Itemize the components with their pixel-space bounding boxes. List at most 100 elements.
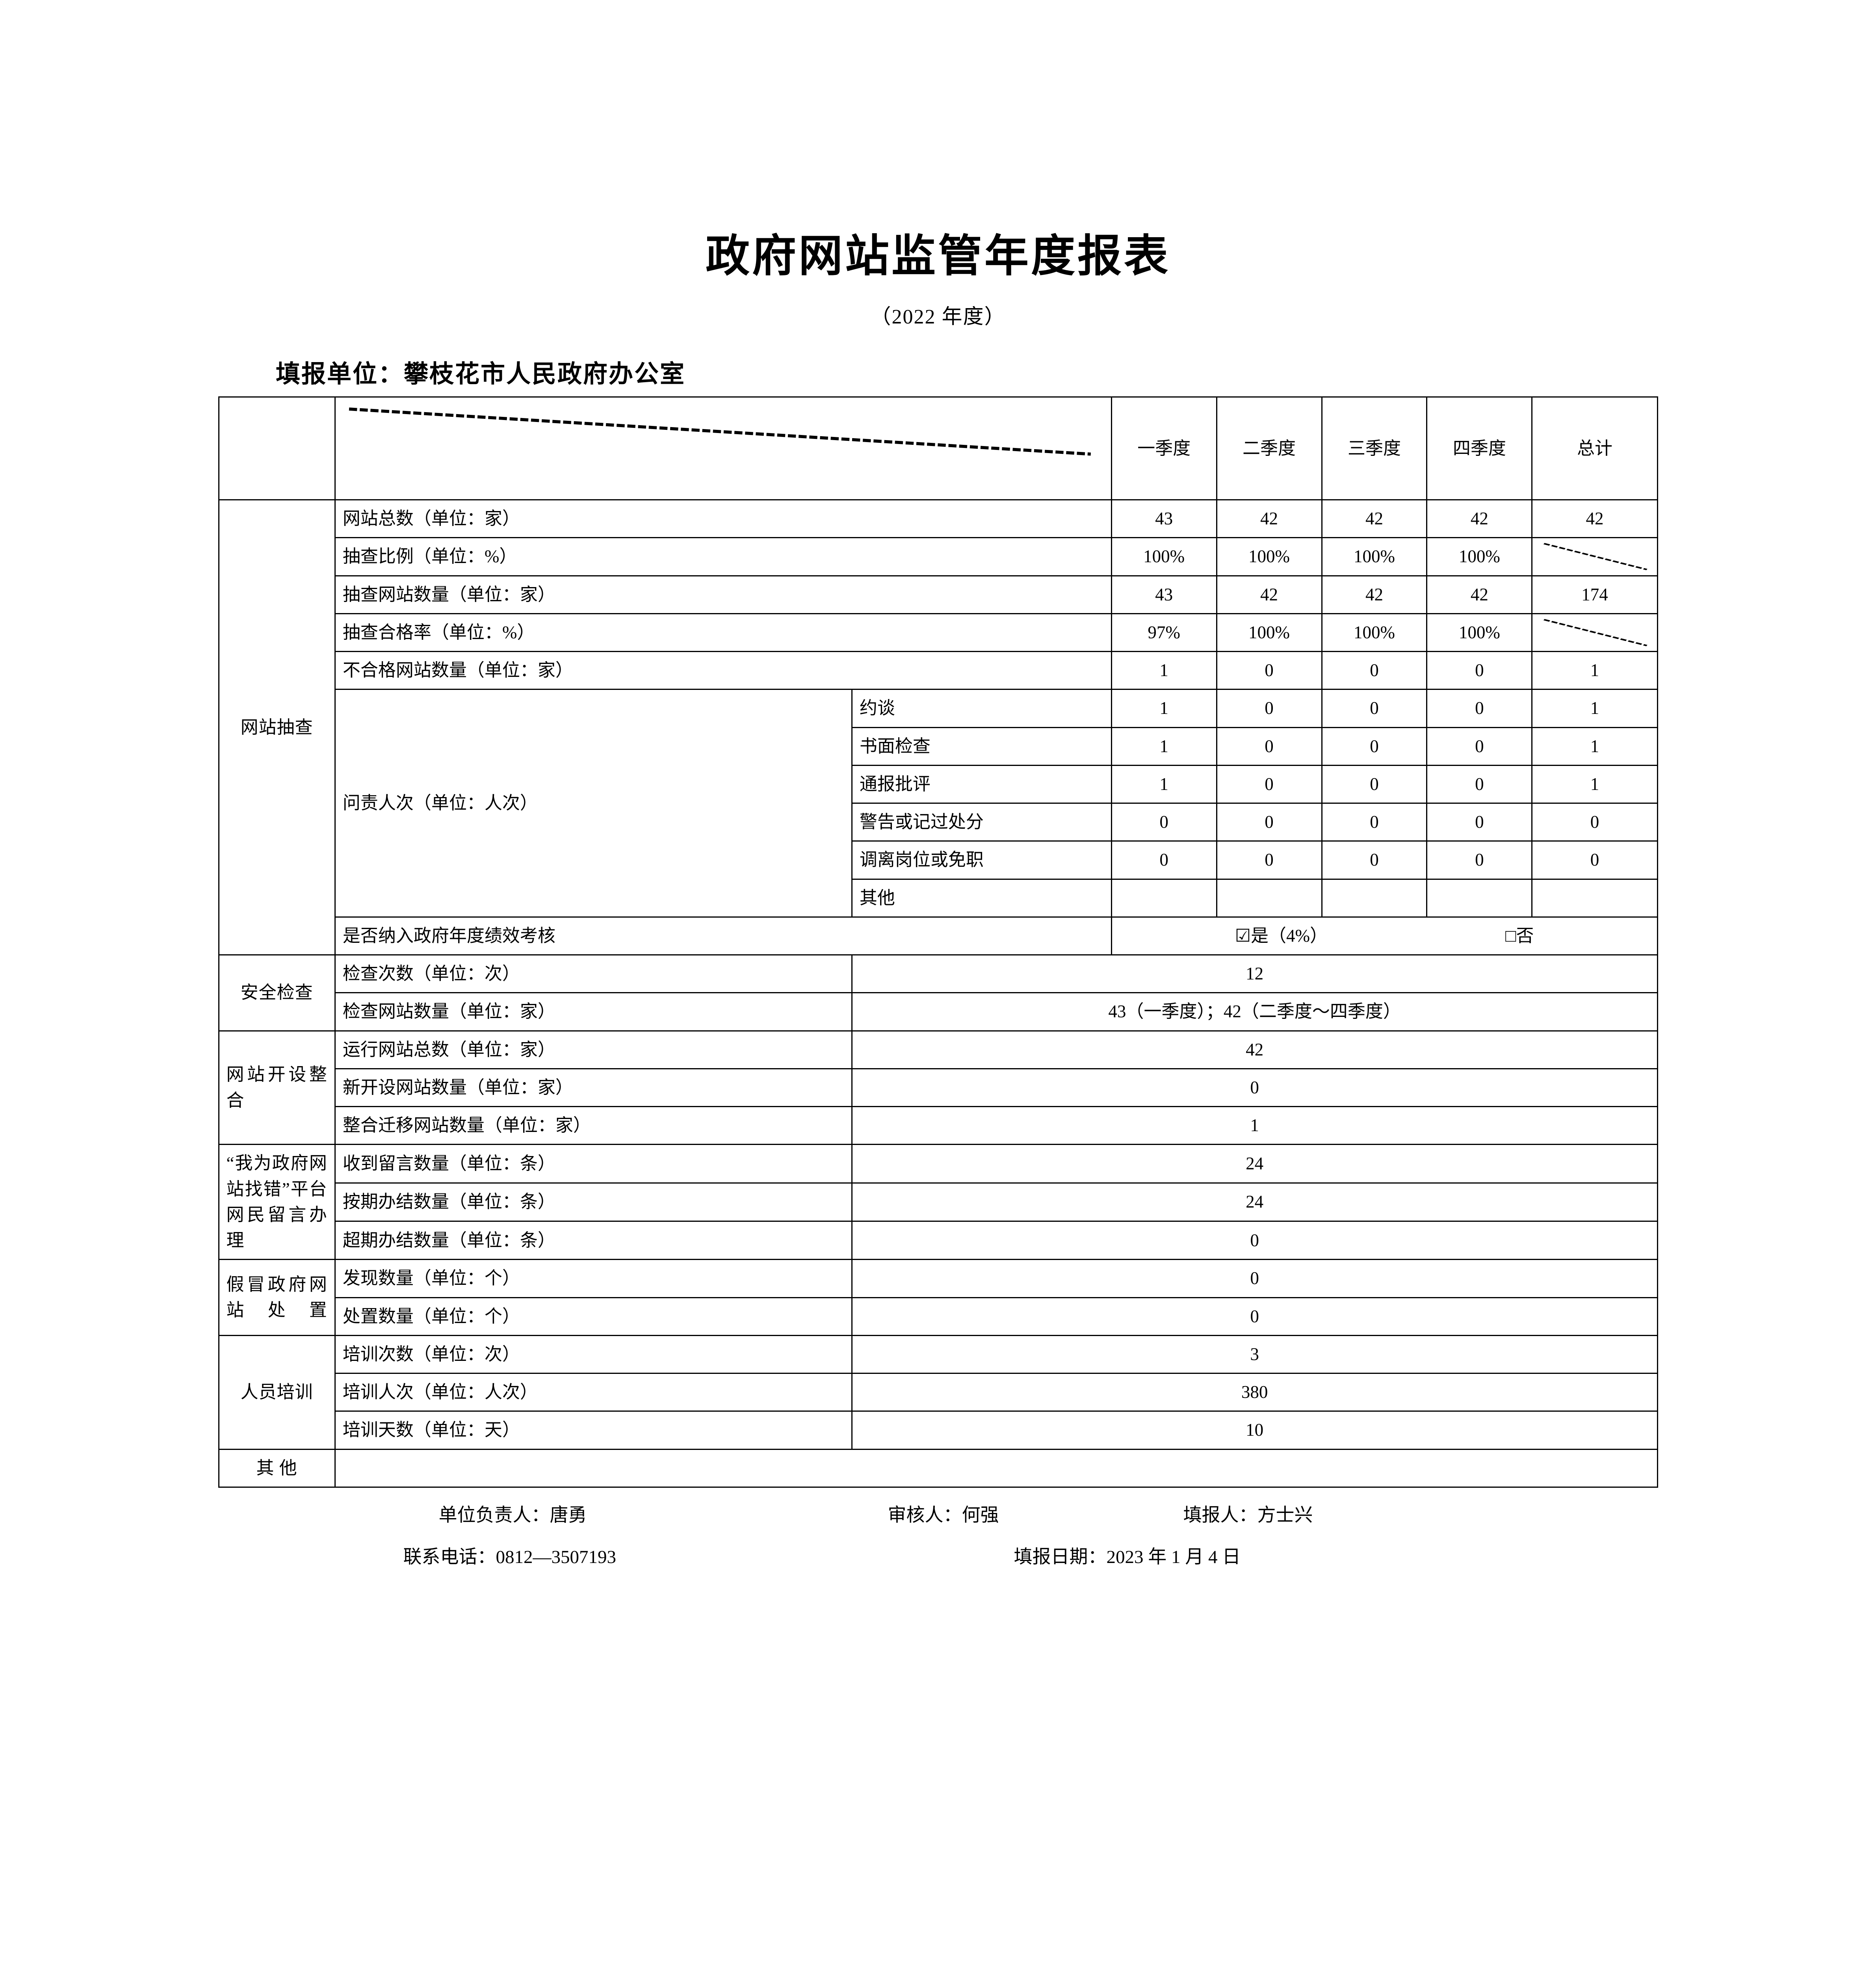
cell-value: 0 bbox=[851, 1259, 1658, 1298]
table-row: 调离岗位或免职 0 0 0 0 0 bbox=[219, 840, 1658, 880]
cell-q2: 100% bbox=[1216, 537, 1322, 576]
checkbox-yes[interactable]: ☑是（4%） bbox=[1235, 926, 1328, 946]
row-label: 培训人次（单位：人次） bbox=[334, 1373, 853, 1412]
row-label: 收到留言数量（单位：条） bbox=[334, 1144, 853, 1184]
cell-total-not-applicable bbox=[1531, 613, 1658, 652]
row-label: 运行网站总数（单位：家） bbox=[334, 1030, 853, 1069]
row-label: 检查网站数量（单位：家） bbox=[334, 992, 853, 1031]
cell-q3: 0 bbox=[1321, 764, 1428, 804]
cell-q4: 100% bbox=[1426, 613, 1533, 652]
group-label-feedback: “我为政府网站找错”平台网民留言办理 bbox=[218, 1144, 336, 1260]
group-label-sampling: 网站抽查 bbox=[218, 499, 336, 956]
supervision-report-table: 一季度 二季度 三季度 四季度 总计 网站抽查 网站总数（单位：家） 43 42… bbox=[218, 396, 1658, 1488]
group-label-training: 人员培训 bbox=[218, 1334, 336, 1450]
cell-total: 1 bbox=[1531, 651, 1658, 690]
performance-options: ☑是（4%） □否 bbox=[1111, 916, 1658, 956]
reporting-unit-label: 填报单位：攀枝花市人民政府办公室 bbox=[276, 361, 686, 388]
cell-total: 0 bbox=[1531, 840, 1658, 880]
cell-total: 1 bbox=[1531, 689, 1658, 728]
header-corner-blank bbox=[218, 396, 336, 501]
cell-value-other bbox=[334, 1448, 1658, 1488]
cell-q1: 1 bbox=[1111, 727, 1217, 766]
row-label: 按期办结数量（单位：条） bbox=[334, 1182, 853, 1222]
sub-row-label: 书面检查 bbox=[851, 727, 1112, 766]
cell-q4: 0 bbox=[1426, 840, 1533, 880]
cell-q1 bbox=[1111, 878, 1217, 918]
group-label-security: 安全检查 bbox=[218, 954, 336, 1031]
table-row-other: 其 他 bbox=[218, 1448, 1658, 1488]
row-label: 检查次数（单位：次） bbox=[334, 954, 853, 994]
group-label-fake: 假冒政府网站处置 bbox=[218, 1259, 336, 1336]
row-label: 发现数量（单位：个） bbox=[334, 1259, 853, 1298]
table-row: 问责人次（单位：人次） 约谈 1 0 0 0 1 bbox=[219, 689, 1658, 918]
row-label: 抽查合格率（单位：%） bbox=[334, 613, 1112, 652]
cell-q4 bbox=[1426, 878, 1533, 918]
signature-row-1: 单位负责人：唐勇 审核人：何强 填报人：方士兴 bbox=[218, 1488, 1658, 1530]
table-row: 抽查比例（单位：%） 100% 100% 100% 100% bbox=[219, 537, 1658, 576]
column-header-q1: 一季度 bbox=[1111, 396, 1217, 501]
cell-q4: 0 bbox=[1426, 764, 1533, 804]
cell-q1: 1 bbox=[1111, 764, 1217, 804]
row-label-performance: 是否纳入政府年度绩效考核 bbox=[334, 916, 1112, 956]
table-row: 抽查合格率（单位：%） 97% 100% 100% 100% bbox=[219, 613, 1658, 652]
group-label-other: 其 他 bbox=[218, 1448, 336, 1488]
cell-q1: 1 bbox=[1111, 651, 1217, 690]
report-date: 填报日期：2023 年 1 月 4 日 bbox=[1014, 1546, 1241, 1567]
cell-value: 42 bbox=[851, 1030, 1658, 1069]
cell-q1: 43 bbox=[1111, 499, 1217, 539]
cell-value: 0 bbox=[851, 1297, 1658, 1336]
cell-q3: 0 bbox=[1321, 651, 1428, 690]
sub-row-label: 其他 bbox=[851, 878, 1112, 918]
cell-q4: 0 bbox=[1426, 651, 1533, 690]
table-row: 人员培训 培训次数（单位：次） 3 bbox=[218, 1334, 1658, 1450]
signature-row-2: 联系电话：0812—3507193 填报日期：2023 年 1 月 4 日 bbox=[218, 1530, 1658, 1571]
cell-q1: 1 bbox=[1111, 689, 1217, 728]
row-label: 培训次数（单位：次） bbox=[334, 1334, 853, 1374]
table-row: 新开设网站数量（单位：家） 0 bbox=[219, 1068, 1658, 1108]
cell-q3: 42 bbox=[1321, 499, 1428, 539]
reviewer-person: 审核人：何强 bbox=[888, 1505, 999, 1526]
page-subtitle: （2022 年度） bbox=[870, 306, 1006, 329]
group-label-setup: 网站开设整合 bbox=[218, 1030, 336, 1145]
cell-q2: 0 bbox=[1216, 840, 1322, 880]
cell-q2: 0 bbox=[1216, 764, 1322, 804]
cell-value: 24 bbox=[851, 1182, 1658, 1222]
column-header-q3: 三季度 bbox=[1321, 396, 1428, 501]
row-label: 不合格网站数量（单位：家） bbox=[334, 651, 1112, 690]
column-header-q2: 二季度 bbox=[1216, 396, 1322, 501]
cell-q2 bbox=[1216, 878, 1322, 918]
cell-total: 42 bbox=[1531, 499, 1658, 539]
cell-q3: 42 bbox=[1321, 575, 1428, 614]
table-row: 不合格网站数量（单位：家） 1 0 0 0 1 bbox=[219, 651, 1658, 690]
cell-total-not-applicable bbox=[1531, 537, 1658, 576]
table-row: 安全检查 检查次数（单位：次） 12 bbox=[218, 954, 1658, 1031]
cell-q4: 42 bbox=[1426, 499, 1533, 539]
row-label: 抽查比例（单位：%） bbox=[334, 537, 1112, 576]
cell-value: 380 bbox=[851, 1373, 1658, 1412]
table-row: 网站开设整合 运行网站总数（单位：家） 42 bbox=[218, 1030, 1658, 1145]
cell-q1: 100% bbox=[1111, 537, 1217, 576]
table-row: 抽查网站数量（单位：家） 43 42 42 42 174 bbox=[219, 575, 1658, 614]
table-row: 处置数量（单位：个） 0 bbox=[219, 1297, 1658, 1336]
row-label: 网站总数（单位：家） bbox=[334, 499, 1112, 539]
table-row: 假冒政府网站处置 发现数量（单位：个） 0 bbox=[218, 1259, 1658, 1336]
cell-q1: 0 bbox=[1111, 840, 1217, 880]
table-row: 超期办结数量（单位：条） 0 bbox=[219, 1221, 1658, 1260]
row-label: 新开设网站数量（单位：家） bbox=[334, 1068, 853, 1108]
cell-value: 43（一季度）；42（二季度～四季度） bbox=[851, 992, 1658, 1031]
sub-row-label: 约谈 bbox=[851, 689, 1112, 728]
cell-q3: 0 bbox=[1321, 689, 1428, 728]
reporter-person: 填报人：方士兴 bbox=[1183, 1505, 1313, 1526]
cell-q4: 100% bbox=[1426, 537, 1533, 576]
row-label: 超期办结数量（单位：条） bbox=[334, 1221, 853, 1260]
table-row: 培训天数（单位：天） 10 bbox=[219, 1411, 1658, 1450]
sub-row-label: 警告或记过处分 bbox=[851, 803, 1112, 842]
responsible-person: 单位负责人：唐勇 bbox=[438, 1505, 587, 1526]
cell-q2: 0 bbox=[1216, 727, 1322, 766]
page-title: 政府网站监管年度报表 bbox=[706, 232, 1170, 281]
table-row: 整合迁移网站数量（单位：家） 1 bbox=[219, 1106, 1658, 1145]
column-header-total: 总计 bbox=[1531, 396, 1658, 501]
checkbox-no[interactable]: □否 bbox=[1505, 926, 1534, 946]
cell-total: 174 bbox=[1531, 575, 1658, 614]
